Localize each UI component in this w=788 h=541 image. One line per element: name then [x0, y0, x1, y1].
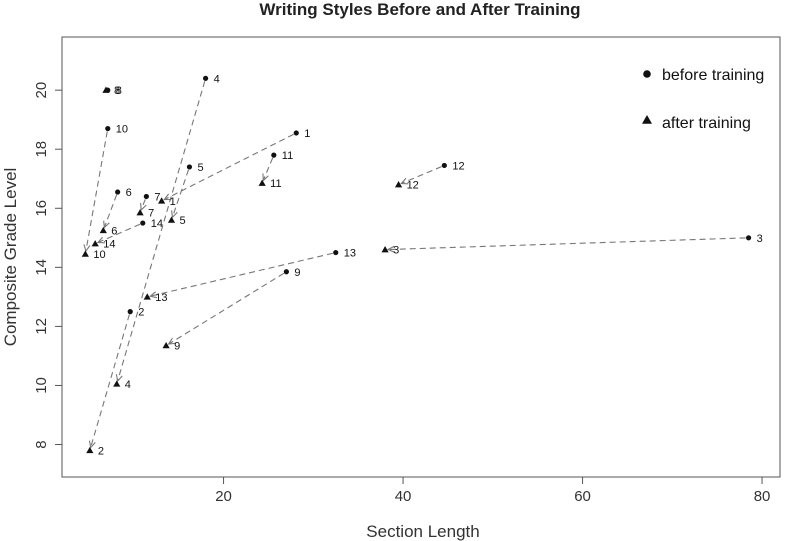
after-point-label: 14 — [103, 239, 115, 251]
after-point-label: 1 — [170, 196, 176, 208]
x-tick-label: 80 — [754, 488, 771, 505]
before-point-label: 1 — [304, 128, 310, 140]
before-point — [294, 130, 299, 135]
after-point-label: 13 — [155, 292, 167, 304]
x-tick-label: 60 — [574, 488, 591, 505]
after-point-label: 10 — [93, 249, 105, 261]
plot-frame — [62, 37, 780, 477]
arrow-head — [263, 173, 269, 180]
after-point-label: 2 — [98, 445, 104, 457]
after-point-label: 5 — [179, 215, 185, 227]
arrow-line — [169, 273, 284, 344]
before-point — [284, 269, 289, 274]
arrow-head — [104, 221, 110, 228]
before-point — [128, 309, 133, 314]
arrow-line — [263, 158, 272, 181]
before-point — [203, 76, 208, 81]
y-tick-label: 18 — [33, 141, 50, 158]
after-point — [86, 447, 93, 453]
arrow-line — [86, 131, 107, 251]
y-tick-label: 8 — [33, 440, 50, 448]
after-point — [168, 216, 175, 222]
arrows-layer — [84, 81, 746, 447]
arrow-line — [172, 170, 188, 217]
before-point-label: 4 — [214, 73, 220, 85]
after-point-label: 12 — [407, 180, 419, 192]
legend-after-label: after training — [662, 115, 751, 132]
before-point-label: 12 — [452, 160, 464, 172]
after-point — [92, 240, 99, 246]
arrow-line — [91, 315, 130, 448]
before-point-label: 9 — [294, 267, 300, 279]
before-point — [442, 163, 447, 168]
y-tick-label: 10 — [33, 377, 50, 394]
before-point — [140, 220, 145, 225]
before-point-label: 6 — [126, 187, 132, 199]
after-point-label: 4 — [125, 379, 131, 391]
arrow-line — [104, 195, 116, 228]
y-axis-label: Composite Grade Level — [1, 168, 20, 347]
after-point-label: 8 — [114, 85, 120, 97]
before-point — [271, 153, 276, 158]
after-point — [395, 181, 402, 187]
arrow-line — [388, 238, 745, 250]
after-point-label: 9 — [174, 341, 180, 353]
arrow-line — [150, 253, 333, 296]
after-point-label: 6 — [111, 225, 117, 237]
after-point — [163, 342, 170, 348]
after-point — [136, 209, 143, 215]
y-tick-label: 20 — [33, 82, 50, 99]
after-point — [113, 380, 120, 386]
legend-before-marker — [643, 70, 651, 78]
y-tick-label: 14 — [33, 259, 50, 276]
before-point — [115, 189, 120, 194]
x-tick-label: 20 — [215, 488, 232, 505]
legend: before training after training — [642, 67, 764, 132]
after-point — [100, 227, 107, 233]
before-point-label: 3 — [757, 233, 763, 245]
before-point — [333, 250, 338, 255]
legend-before-label: before training — [662, 67, 764, 84]
before-point-label: 14 — [151, 218, 163, 230]
after-point-label: 3 — [393, 245, 399, 257]
before-point-label: 10 — [116, 124, 128, 136]
legend-after-marker — [642, 115, 652, 124]
chart-title: Writing Styles Before and After Training — [259, 0, 580, 19]
before-point — [187, 164, 192, 169]
before-point-label: 2 — [138, 307, 144, 319]
after-point-label: 11 — [270, 178, 281, 190]
x-tick-label: 40 — [395, 488, 412, 505]
after-point-label: 7 — [148, 208, 154, 220]
y-tick-label: 12 — [33, 318, 50, 335]
after-point — [82, 250, 89, 256]
arrow-line — [118, 81, 205, 381]
before-point — [105, 126, 110, 131]
y-axis: 8 10 12 14 16 18 20 — [33, 82, 62, 449]
before-point-label: 13 — [344, 248, 356, 260]
before-point — [144, 194, 149, 199]
before-point-label: 11 — [282, 150, 293, 162]
after-point — [259, 180, 266, 186]
before-point-label: 5 — [197, 162, 203, 174]
before-point — [746, 235, 751, 240]
y-tick-label: 16 — [33, 200, 50, 217]
x-axis: 20 40 60 80 — [215, 477, 770, 505]
x-axis-label: Section Length — [366, 522, 479, 541]
arrow-head — [116, 374, 122, 381]
